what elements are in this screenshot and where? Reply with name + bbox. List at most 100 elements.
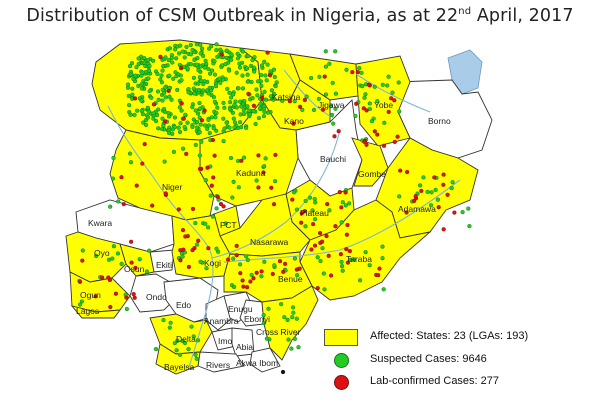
suspected-case-dot: [206, 66, 211, 72]
confirmed-case-dot: [248, 279, 253, 284]
suspected-case-dot: [203, 221, 208, 226]
confirmed-case-dot: [322, 74, 327, 79]
suspected-case-dot: [198, 51, 203, 56]
suspected-case-dot: [279, 302, 284, 307]
suspected-case-dot: [329, 112, 335, 117]
label-lagos: Lagos: [76, 306, 99, 316]
suspected-case-dot: [285, 317, 290, 322]
suspected-case-dot: [161, 64, 166, 69]
state-ebonyi: [239, 299, 265, 327]
suspected-case-dot: [180, 339, 185, 344]
suspected-case-dot: [212, 99, 217, 104]
confirmed-case-dot: [267, 73, 273, 78]
suspected-case-dot: [156, 97, 161, 102]
suspected-case-dot: [303, 198, 308, 203]
suspected-case-dot: [172, 47, 178, 52]
suspected-case-dot: [161, 123, 166, 128]
label-edo: Edo: [176, 300, 191, 310]
suspected-case-dot: [106, 257, 112, 262]
confirmed-case-dot: [299, 220, 304, 225]
confirmed-case-dot: [251, 276, 256, 281]
suspected-case-dot: [234, 105, 239, 110]
suspected-case-dot: [139, 98, 144, 103]
confirmed-case-dot: [80, 258, 85, 263]
suspected-case-dot: [381, 287, 386, 292]
confirmed-case-dot: [180, 228, 186, 233]
suspected-case-dot: [328, 103, 333, 109]
suspected-case-dot: [130, 86, 135, 91]
suspected-case-dot: [228, 100, 233, 105]
suspected-case-dot: [232, 102, 237, 107]
suspected-case-dot: [77, 302, 83, 307]
label-gombe: Gombe: [358, 169, 386, 179]
suspected-case-dot: [174, 348, 179, 353]
confirmed-case-dot: [246, 91, 251, 96]
suspected-case-dot: [259, 83, 264, 88]
suspected-case-dot: [145, 58, 150, 63]
suspected-case-dot: [197, 106, 203, 111]
confirmed-case-dot: [190, 248, 195, 253]
confirmed-case-dot: [318, 231, 323, 236]
confirmed-case-dot: [325, 202, 330, 207]
label-bauchi: Bauchi: [320, 154, 346, 164]
confirmed-case-dot: [436, 205, 441, 210]
suspected-case-dot: [193, 352, 198, 357]
suspected-case-dot: [203, 58, 208, 63]
suspected-case-dot: [136, 56, 141, 61]
suspected-case-dot: [175, 87, 180, 92]
suspected-case-dot: [295, 273, 300, 278]
suspected-case-dot: [196, 68, 201, 73]
suspected-case-dot: [294, 316, 299, 321]
confirmed-case-dot: [326, 253, 331, 258]
suspected-case-dot: [167, 73, 172, 78]
confirmed-case-dot: [197, 166, 203, 171]
suspected-case-dot: [190, 104, 195, 110]
suspected-case-dot: [292, 336, 297, 341]
suspected-case-dot: [202, 123, 208, 128]
suspected-case-dot: [256, 115, 261, 121]
suspected-case-dot: [273, 179, 278, 184]
suspected-case-dot: [200, 46, 205, 51]
confirmed-case-dot: [129, 239, 134, 244]
confirmed-case-dot: [158, 54, 163, 59]
confirmed-case-dot: [99, 275, 105, 280]
label-imo: Imo: [218, 336, 232, 346]
suspected-case-dot: [271, 67, 276, 72]
label-rivers: Rivers: [206, 360, 230, 370]
suspected-case-dot: [323, 49, 328, 54]
suspected-case-dot: [192, 91, 197, 96]
suspected-case-dot: [286, 337, 291, 342]
suspected-case-dot: [264, 336, 269, 341]
suspected-case-dot: [333, 49, 338, 54]
label-cross-river: Cross River: [256, 327, 301, 337]
suspected-case-dot: [380, 244, 385, 249]
suspected-case-dot: [237, 120, 243, 125]
confirmed-case-dot: [339, 205, 344, 210]
label-fct: FCT: [220, 220, 237, 230]
suspected-case-dot: [362, 95, 367, 100]
suspected-case-dot: [460, 210, 465, 215]
confirmed-case-dot: [226, 257, 231, 262]
suspected-case-dot: [239, 104, 244, 109]
suspected-case-dot: [251, 109, 256, 114]
suspected-case-dot: [425, 189, 430, 194]
suspected-case-dot: [253, 121, 258, 127]
suspected-case-dot: [262, 89, 267, 94]
suspected-case-dot: [176, 125, 181, 130]
confirmed-case-dot: [199, 118, 204, 123]
suspected-case-dot: [155, 89, 161, 94]
confirmed-case-dot: [121, 202, 126, 207]
confirmed-case-dot: [219, 52, 224, 57]
suspected-case-dot: [231, 256, 236, 261]
suspected-case-dot: [211, 126, 216, 131]
confirmed-case-dot: [372, 129, 377, 134]
suspected-case-dot: [79, 299, 84, 304]
suspected-case-dot: [144, 269, 149, 274]
confirmed-case-dot: [441, 172, 446, 177]
suspected-case-dot: [156, 126, 161, 131]
suspected-case-dot: [145, 105, 150, 110]
suspected-case-dot: [227, 68, 232, 73]
confirmed-case-dot: [259, 269, 264, 274]
suspected-case-dot: [206, 123, 212, 128]
confirmed-case-dot: [347, 249, 352, 254]
